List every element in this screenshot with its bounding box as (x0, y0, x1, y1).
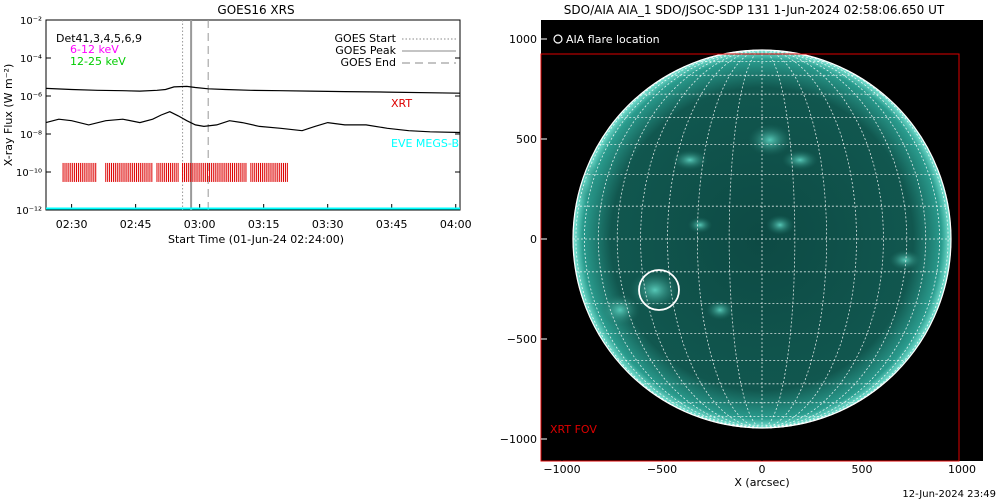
heliographic-grid (572, 49, 952, 429)
aia-panel: SDO/AIA AIA_1 SDO/JSOC-SDP 131 1-Jun-202… (500, 3, 996, 500)
longitude-line (597, 49, 763, 429)
aia-y-tick-label: −500 (507, 333, 537, 346)
aia-x-axis: −1000 −500 0 500 1000 (543, 455, 976, 476)
goes-y-tick-label: 10⁻⁴ (20, 54, 42, 65)
xrt-fov-label: XRT FOV (550, 423, 597, 436)
goes-x-tick-label: 04:00 (440, 218, 472, 231)
aia-y-tick-label: 0 (530, 233, 537, 246)
longitude-line (761, 49, 857, 429)
xrt-fov-box (540, 53, 960, 462)
goes-y-tick-label: 10⁻¹⁰ (16, 168, 42, 179)
longitude-line (761, 49, 908, 429)
flare-legend-marker (553, 34, 563, 44)
goes-x-tick-label: 03:00 (184, 218, 216, 231)
goes-x-tick-label: 02:30 (56, 218, 88, 231)
goes-plot-frame (45, 19, 461, 211)
goes-x-tick-label: 02:45 (120, 218, 152, 231)
longitude-line (761, 49, 796, 429)
aia-y-tick-label: 1000 (509, 33, 537, 46)
longitude-line (728, 49, 763, 429)
goes-x-tick-label: 03:30 (312, 218, 344, 231)
xrt-series-label: XRT (391, 97, 412, 110)
legend-goes-peak: GOES Peak (335, 44, 396, 57)
solar-limb (572, 49, 952, 429)
longitude-line (761, 49, 949, 429)
goes-legend: GOES Start GOES Peak GOES End (335, 32, 456, 69)
longitude-line (583, 49, 763, 429)
aia-x-tick-label: 0 (759, 463, 766, 476)
detector-list: Det41,3,4,5,6,9 (56, 32, 142, 45)
longitude-line (761, 49, 941, 429)
eve-series-label: EVE MEGS-B (391, 137, 459, 150)
goes-short-channel-line (45, 111, 461, 134)
legend-goes-end: GOES End (340, 56, 396, 69)
aia-y-tick-label: −1000 (500, 433, 537, 446)
goes-y-axis: 10⁻² 10⁻⁴ 10⁻⁶ 10⁻⁸ 10⁻¹⁰ 10⁻¹² (16, 16, 460, 217)
goes-y-tick-label: 10⁻⁸ (20, 130, 42, 141)
goes-y-tick-label: 10⁻¹² (16, 206, 42, 217)
aia-x-axis-label: X (arcsec) (734, 476, 789, 489)
aia-x-tick-label: 1000 (948, 463, 976, 476)
xrt-observation-bars (62, 162, 288, 182)
goes-x-tick-label: 03:45 (376, 218, 408, 231)
generation-timestamp: 12-Jun-2024 23:49 (902, 489, 996, 500)
longitude-line (575, 49, 763, 429)
aia-y-tick-label: 500 (516, 133, 537, 146)
aia-y-axis: −1000 −500 0 500 1000 (500, 33, 547, 446)
goes-y-tick-label: 10⁻² (20, 16, 42, 27)
goes-x-tick-label: 03:15 (248, 218, 280, 231)
energy-band-low: 6-12 keV (70, 43, 119, 56)
longitude-line (667, 49, 763, 429)
aia-x-tick-label: −1000 (543, 463, 580, 476)
goes-panel: GOES16 XRS 10⁻² 10⁻⁴ 10⁻⁶ 10⁻⁸ 10⁻¹⁰ 10⁻¹² 02… (2, 3, 472, 246)
goes-long-channel-line (45, 85, 461, 94)
longitude-line (761, 49, 927, 429)
energy-band-high: 12-25 keV (70, 55, 126, 68)
longitude-line (616, 49, 763, 429)
flare-legend-label: AIA flare location (566, 33, 660, 46)
aia-x-tick-label: 500 (852, 463, 873, 476)
goes-y-tick-label: 10⁻⁶ (20, 92, 42, 103)
goes-x-axis-label: Start Time (01-Jun-24 02:24:00) (168, 233, 344, 246)
goes-y-axis-label: X-ray Flux (W m⁻²) (2, 64, 15, 166)
goes-x-axis: 02:30 02:45 03:00 03:15 03:30 03:45 04:00 (56, 204, 472, 231)
legend-goes-start: GOES Start (335, 32, 397, 45)
aia-image-title: SDO/AIA AIA_1 SDO/JSOC-SDP 131 1-Jun-202… (564, 3, 945, 17)
goes-chart-title: GOES16 XRS (217, 3, 294, 17)
aia-x-tick-label: −500 (647, 463, 677, 476)
goes-series-group (45, 85, 461, 210)
flare-location-circle (638, 269, 680, 311)
